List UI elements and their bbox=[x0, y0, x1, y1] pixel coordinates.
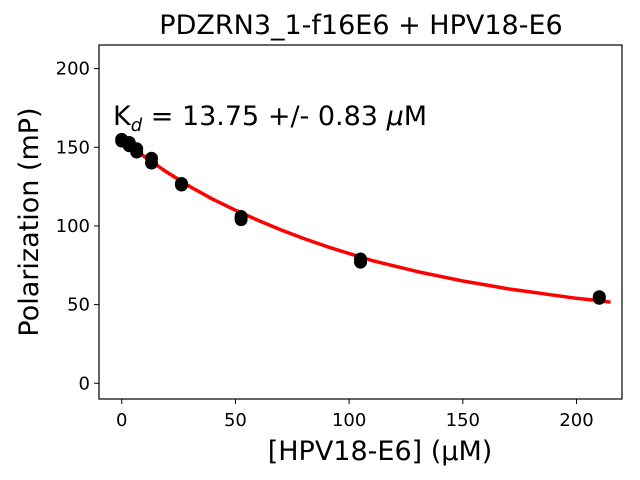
x-tick-label: 0 bbox=[116, 410, 127, 431]
y-tick-label: 50 bbox=[67, 295, 90, 316]
y-tick-label: 150 bbox=[56, 137, 90, 158]
kd-mu: μ bbox=[386, 101, 404, 132]
y-tick-label: 0 bbox=[79, 373, 90, 394]
data-point bbox=[130, 145, 144, 159]
y-tick-label: 100 bbox=[56, 216, 90, 237]
x-axis-ticks: 0 50 100 150 200 bbox=[116, 399, 594, 431]
y-axis-label: Polarization (mP) bbox=[14, 107, 45, 336]
kd-annotation: Kd = 13.75 +/- 0.83 μM bbox=[113, 101, 427, 136]
kd-subscript: d bbox=[131, 115, 143, 136]
x-tick-label: 200 bbox=[559, 410, 593, 431]
kd-prefix: K bbox=[113, 101, 132, 132]
data-point bbox=[175, 178, 188, 192]
data-point bbox=[354, 255, 367, 269]
chart-title: PDZRN3_1-f16E6 + HPV18-E6 bbox=[159, 10, 562, 41]
plot-area bbox=[115, 132, 611, 305]
plot-frame bbox=[98, 44, 623, 400]
x-tick-label: 150 bbox=[446, 410, 480, 431]
data-point bbox=[592, 291, 606, 305]
y-tick-label: 200 bbox=[56, 59, 90, 80]
x-tick-label: 100 bbox=[332, 410, 366, 431]
data-point bbox=[234, 213, 248, 227]
data-point bbox=[145, 156, 158, 170]
kd-value: = 13.75 +/- 0.83 bbox=[142, 101, 386, 132]
y-axis-ticks: 0 50 100 150 200 bbox=[56, 59, 99, 394]
x-axis-label: [HPV18-E6] (µM) bbox=[268, 436, 493, 467]
x-tick-label: 50 bbox=[224, 410, 247, 431]
kd-unit: M bbox=[404, 101, 427, 132]
fit-curve bbox=[120, 138, 611, 304]
